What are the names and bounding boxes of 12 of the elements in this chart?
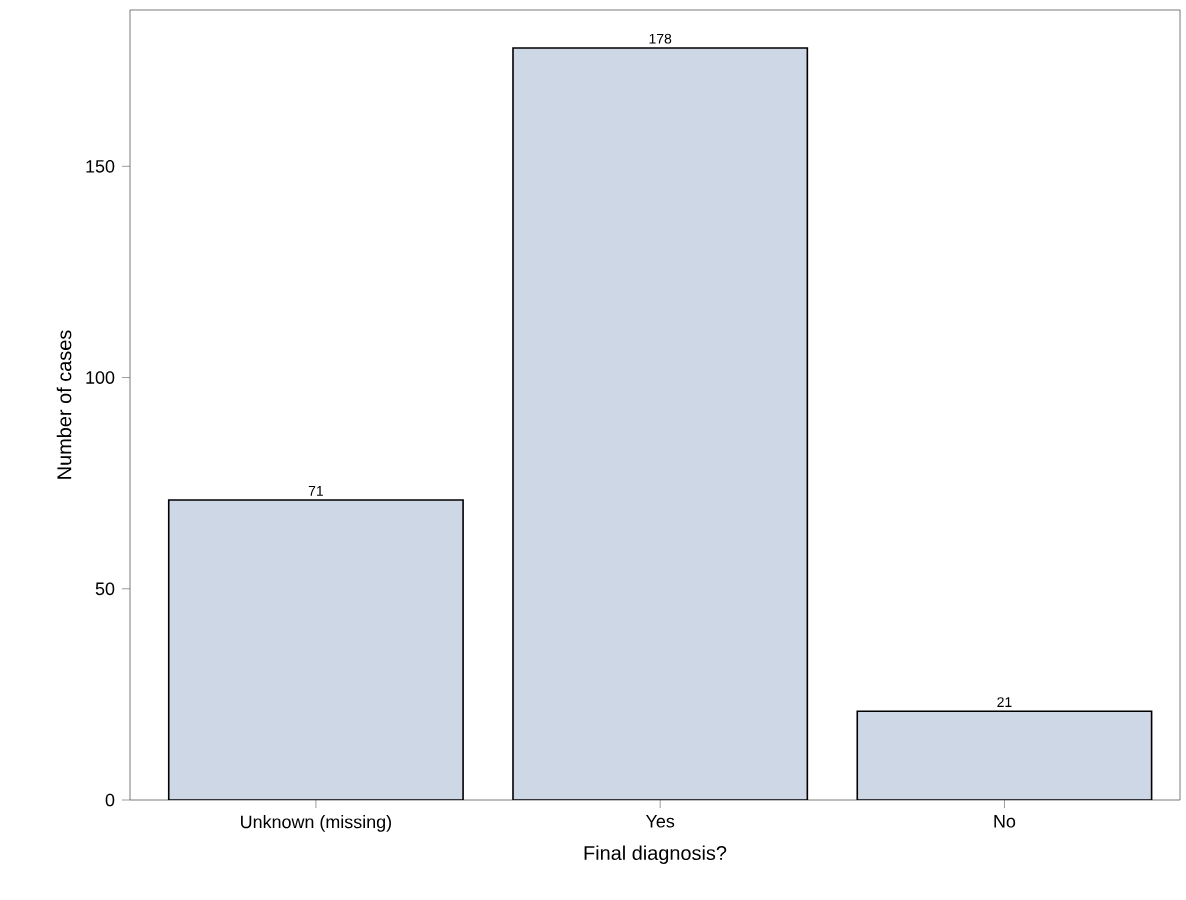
y-tick-label: 100	[86, 371, 115, 384]
x-tick-label: No	[994, 815, 1016, 828]
x-tick-label: Yes	[645, 815, 675, 828]
x-axis-title: Final diagnosis?	[584, 845, 727, 864]
y-tick-label: 50	[95, 582, 115, 596]
bar	[512, 47, 809, 800]
bar	[856, 710, 1153, 800]
y-axis-title: Number of cases	[56, 330, 72, 479]
bar	[168, 500, 464, 800]
y-tick-label: 0	[105, 793, 115, 807]
y-tick-label: 150	[86, 159, 115, 173]
x-tick-label: Unknown (missing)	[241, 815, 391, 832]
